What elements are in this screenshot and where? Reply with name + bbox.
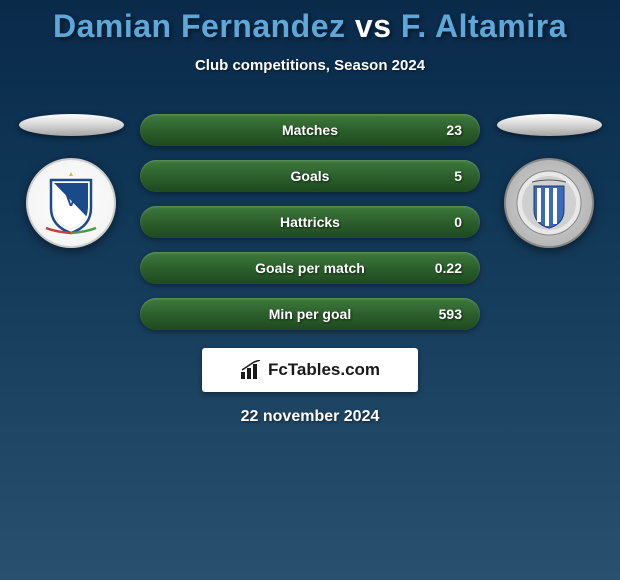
- stat-bar-goals: Goals 5: [140, 160, 480, 192]
- date-text: 22 november 2024: [241, 408, 380, 426]
- svg-text:V: V: [66, 193, 77, 210]
- stat-bar-min-per-goal: Min per goal 593: [140, 298, 480, 330]
- logo-label: FcTables.com: [268, 360, 380, 380]
- left-ellipse: [19, 114, 124, 136]
- right-side: [494, 114, 604, 248]
- stat-value: 0: [454, 214, 462, 230]
- logo-text: FcTables.com: [240, 360, 380, 380]
- player1-name: Damian Fernandez: [53, 8, 346, 44]
- comparison-title: Damian Fernandez vs F. Altamira: [53, 8, 567, 45]
- stat-bar-hattricks: Hattricks 0: [140, 206, 480, 238]
- stat-value: 0.22: [435, 260, 462, 276]
- right-ellipse: [497, 114, 602, 136]
- stat-label: Hattricks: [280, 214, 340, 230]
- left-side: V: [16, 114, 126, 248]
- velez-shield-icon: V: [36, 168, 106, 238]
- season-subtitle: Club competitions, Season 2024: [195, 57, 425, 74]
- stat-bar-matches: Matches 23: [140, 114, 480, 146]
- stat-label: Min per goal: [269, 306, 351, 322]
- vs-text: vs: [355, 8, 392, 44]
- stat-value: 23: [446, 122, 462, 138]
- stat-label: Goals per match: [255, 260, 365, 276]
- main-comparison-row: V Matches 23 Goals 5 Hattricks 0 Goals p…: [0, 114, 620, 330]
- stat-value: 593: [439, 306, 462, 322]
- fctables-logo: FcTables.com: [202, 348, 418, 392]
- godoy-cruz-shield-icon: [514, 168, 584, 238]
- stat-label: Goals: [291, 168, 330, 184]
- stat-value: 5: [454, 168, 462, 184]
- player2-name: F. Altamira: [401, 8, 567, 44]
- left-team-badge: V: [26, 158, 116, 248]
- chart-icon: [240, 360, 264, 380]
- stat-bar-goals-per-match: Goals per match 0.22: [140, 252, 480, 284]
- stats-column: Matches 23 Goals 5 Hattricks 0 Goals per…: [140, 114, 480, 330]
- stat-label: Matches: [282, 122, 338, 138]
- right-team-badge: [504, 158, 594, 248]
